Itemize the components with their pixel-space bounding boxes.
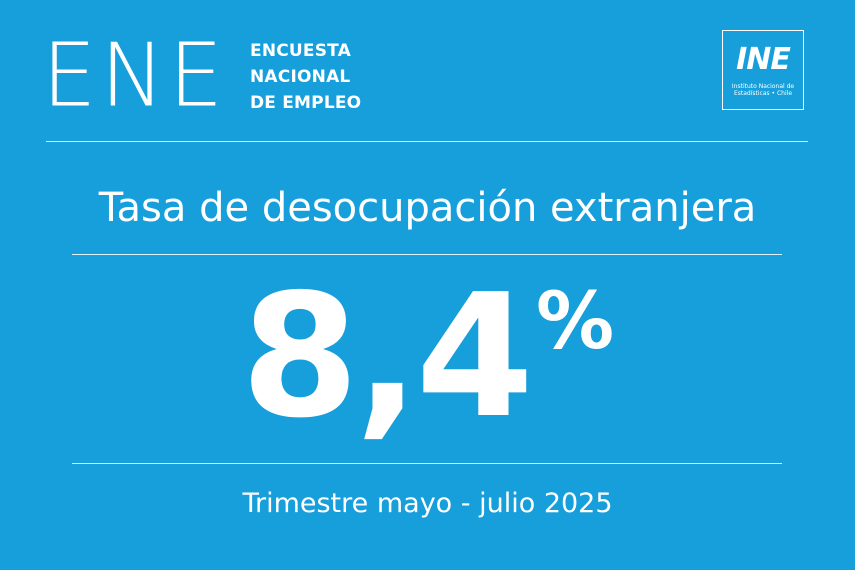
- ine-logo-caption-line-1: Instituto Nacional de: [731, 83, 795, 90]
- ene-subtitle-line-2: NACIONAL: [250, 67, 351, 87]
- headline: Tasa de desocupación extranjera: [98, 185, 757, 231]
- rate-value: 8,4: [240, 258, 534, 456]
- rate-unit: %: [536, 277, 615, 367]
- ene-subtitle: ENCUESTA NACIONAL DE EMPLEO: [250, 38, 361, 116]
- ine-logo: INE Instituto Nacional de Estadísticas •…: [722, 30, 804, 110]
- ine-logo-letters: INE: [736, 42, 791, 77]
- divider-top: [46, 141, 808, 142]
- divider-bottom: [72, 463, 782, 464]
- ene-brand-mark: ENE: [42, 25, 228, 127]
- rate-value-block: 8,4%: [0, 262, 855, 452]
- divider-middle: [72, 254, 782, 255]
- ine-logo-caption: Instituto Nacional de Estadísticas • Chi…: [727, 83, 799, 97]
- ene-subtitle-line-3: DE EMPLEO: [250, 93, 362, 113]
- period-label: Trimestre mayo - julio 2025: [242, 488, 613, 519]
- ene-subtitle-line-1: ENCUESTA: [250, 41, 352, 61]
- ine-logo-caption-line-2: Estadísticas • Chile: [733, 90, 793, 97]
